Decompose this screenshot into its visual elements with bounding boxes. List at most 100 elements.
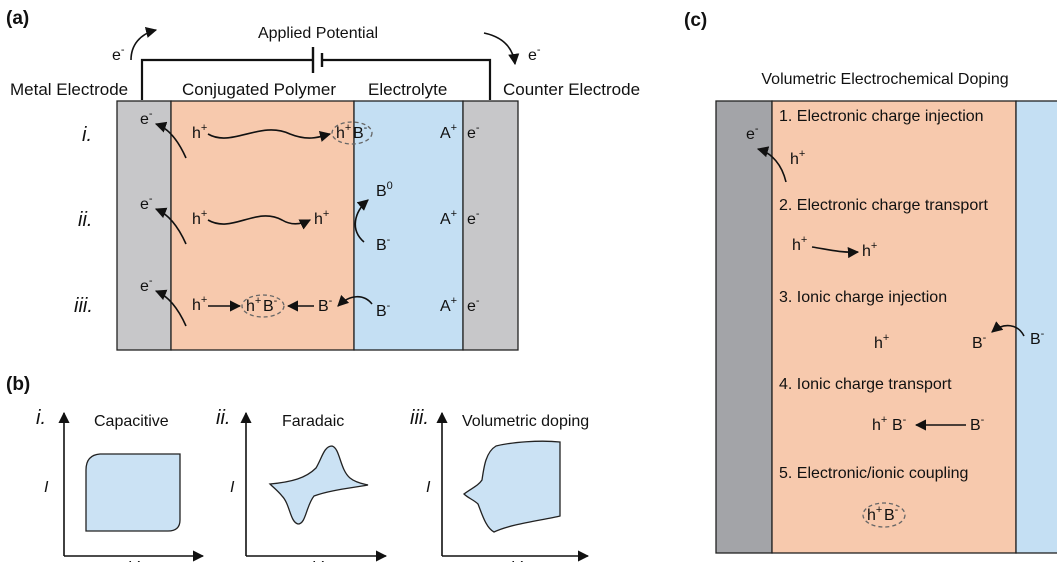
electrolyte-region	[353, 100, 464, 351]
cation-label: A+	[440, 295, 457, 315]
coupled-hole-label: h+	[867, 504, 882, 524]
step-2-label: 2. Electronic charge transport	[779, 197, 989, 214]
y-axis-label: I	[230, 479, 235, 496]
hole-label: h+	[862, 240, 877, 260]
step-3-label: 3. Ionic charge injection	[779, 289, 947, 306]
counter-electrode-region	[462, 100, 519, 351]
coupled-hole-label: h+	[336, 122, 351, 142]
hole-label: h+	[874, 332, 889, 352]
plot-numeral: ii.	[216, 407, 230, 429]
electron-out-label: e-	[112, 44, 125, 64]
hole-transport-arrow	[207, 215, 312, 230]
plot-numeral: iii.	[410, 407, 429, 429]
step-1-label: 1. Electronic charge injection	[779, 108, 984, 125]
faradaic-cv-curve	[268, 445, 369, 525]
electron-label: e-	[140, 193, 153, 213]
hole-label: h+	[192, 208, 207, 228]
neutral-species-label: B0	[376, 180, 393, 200]
anion-in-polymer-label: B-	[318, 295, 333, 315]
step-5-label: 5. Electronic/ionic coupling	[779, 465, 968, 482]
coupled-pair-ring	[241, 294, 285, 318]
coupled-anion-label: B-	[263, 295, 278, 315]
coupled-pair-ring	[862, 502, 906, 528]
conjugated-polymer-region	[170, 100, 355, 351]
y-axis-label: I	[426, 479, 431, 496]
anion-in-polymer-label: B-	[892, 414, 907, 434]
x-axis-label: V	[511, 559, 523, 562]
coupled-hole-label: h+	[246, 295, 261, 315]
hole-label: h+	[792, 234, 807, 254]
row-numeral-i: i.	[82, 124, 92, 146]
capacitive-cv-curve	[85, 453, 181, 532]
step-4-label: 4. Ionic charge transport	[779, 376, 952, 393]
panel-a: (a) Applied Potential e- e- Metal Electr…	[6, 8, 640, 351]
hole-transport-arrow	[207, 129, 332, 142]
applied-potential-label: Applied Potential	[258, 25, 378, 42]
y-axis-label: I	[44, 479, 49, 496]
region-label-metal-electrode: Metal Electrode	[10, 80, 128, 99]
hole-at-interface-label: h+	[314, 208, 329, 228]
panel-c-label: (c)	[684, 10, 707, 31]
plot-title: Capacitive	[94, 413, 169, 430]
cation-label: A+	[440, 122, 457, 142]
electron-label: e-	[140, 108, 153, 128]
polymer-region	[771, 100, 1017, 554]
injection-arrow	[154, 289, 187, 327]
coupled-anion-label: B-	[353, 122, 368, 142]
counter-electron-label: e-	[467, 295, 480, 315]
panel-b-label: (b)	[6, 374, 30, 395]
anion-injection-arrow	[337, 294, 373, 307]
injection-arrow	[756, 146, 787, 183]
panel-a-label: (a)	[6, 8, 29, 29]
hole-label: h+	[790, 148, 805, 168]
anion-label: B-	[1030, 328, 1045, 348]
counter-electron-label: e-	[467, 208, 480, 228]
electron-label: e-	[140, 275, 153, 295]
coupled-pair-ring	[331, 121, 373, 145]
oxidation-arrow	[354, 199, 369, 243]
counter-electron-label: e-	[467, 122, 480, 142]
electron-label: e-	[746, 123, 759, 143]
panel-b: (b) i. Capacitive I V ii. Faradaic I V i…	[6, 374, 589, 562]
anion-label: B-	[376, 234, 391, 254]
electron-in-arrow	[483, 32, 520, 66]
cv-plot-capacitive: i. Capacitive I V	[36, 407, 205, 562]
electron-in-label: e-	[528, 44, 541, 64]
hole-label: h+	[192, 294, 207, 314]
row-i-process: e- h+ h+ B- A+ e-	[140, 108, 480, 159]
cv-plot-faradaic: ii. Faradaic I V	[216, 407, 388, 562]
row-numeral-iii: iii.	[74, 295, 93, 317]
electron-out-arrow	[130, 27, 158, 61]
cv-plot-volumetric-doping: iii. Volumetric doping I V	[410, 407, 589, 562]
plot-title: Volumetric doping	[462, 413, 589, 430]
anion-injection-arrow	[991, 321, 1025, 337]
external-circuit-wire	[140, 58, 492, 100]
row-iii-process: e- h+ h+ B- B- B- A+ e-	[140, 275, 480, 327]
volumetric-cv-curve	[463, 440, 561, 533]
electrode-region	[715, 100, 773, 554]
coupled-anion-label: B-	[884, 504, 899, 524]
injection-arrow	[154, 207, 187, 245]
plot-title: Faradaic	[282, 413, 344, 430]
region-label-electrolyte: Electrolyte	[368, 80, 447, 99]
region-label-counter-electrode: Counter Electrode	[503, 80, 640, 99]
plot-numeral: i.	[36, 407, 46, 429]
panel-c: (c) Volumetric Electrochemical Doping 1.…	[684, 10, 1057, 554]
row-ii-process: e- h+ h+ B0 B- A+ e-	[140, 180, 480, 254]
hole-label: h+	[192, 122, 207, 142]
anion-label: B-	[376, 300, 391, 320]
region-label-conjugated-polymer: Conjugated Polymer	[182, 80, 336, 99]
row-numeral-ii: ii.	[78, 209, 92, 231]
x-axis-label: V	[312, 559, 324, 562]
anion-in-polymer-label: B-	[972, 332, 987, 352]
hole-transport-arrow	[811, 246, 860, 259]
electrolyte-region	[1015, 100, 1057, 554]
panel-c-title: Volumetric Electrochemical Doping	[761, 71, 1008, 88]
metal-electrode-region	[116, 100, 172, 351]
hole-label: h+	[872, 414, 887, 434]
cation-label: A+	[440, 208, 457, 228]
anion-label: B-	[970, 414, 985, 434]
x-axis-label: V	[128, 559, 140, 562]
injection-arrow	[154, 121, 187, 159]
